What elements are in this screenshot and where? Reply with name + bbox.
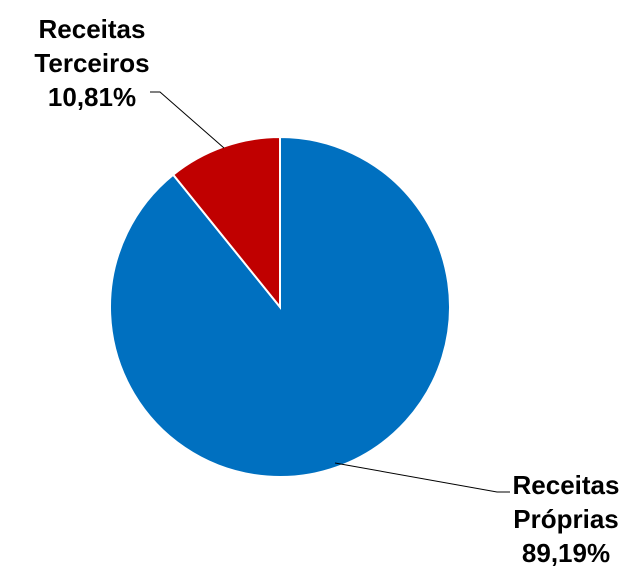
leader-line-2 (150, 91, 225, 149)
slice-label-2-line-2: Terceiros (34, 48, 149, 78)
slice-label-2-line-3: 10,81% (48, 82, 136, 112)
slice-label-2-line-1: Receitas (39, 14, 146, 44)
slice-label-1: Receitas Próprias 89,19% (513, 470, 620, 568)
slice-label-1-line-3: 89,19% (522, 538, 610, 568)
pie-slices (108, 135, 451, 478)
leader-line-1 (334, 462, 510, 493)
leader-lines (150, 91, 510, 493)
slice-label-2: Receitas Terceiros 10,81% (34, 14, 149, 112)
slice-label-1-line-1: Receitas (513, 470, 620, 500)
slice-label-1-line-2: Próprias (513, 504, 619, 534)
pie-slice-2 (171, 135, 281, 310)
slice-labels: Receitas Próprias 89,19% Receitas Terceiros 1… (34, 14, 619, 568)
